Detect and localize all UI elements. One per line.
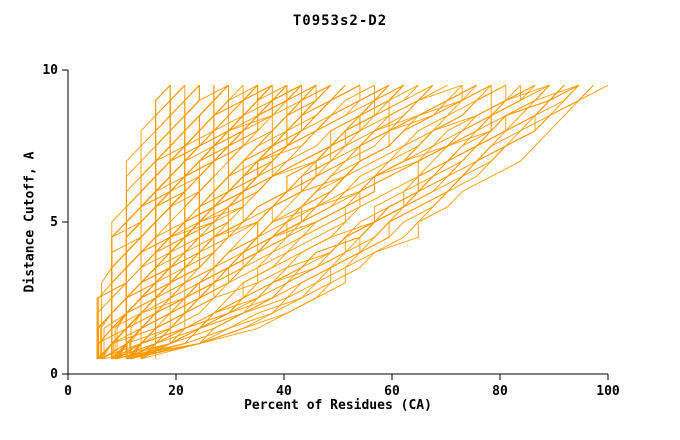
model-curve [97,84,565,360]
model-curve [126,84,507,360]
model-curve [155,84,434,359]
y-axis-label: Distance Cutoff, A [22,151,38,293]
model-curve [130,84,259,359]
model-curve [100,84,302,359]
x-tick-label: 60 [384,384,400,399]
model-curve [103,84,419,359]
model-curve [126,84,565,360]
model-curve [126,84,580,360]
x-tick-label: 20 [168,384,184,399]
x-tick-label: 40 [276,384,292,399]
model-curve [96,84,186,359]
model-curve [125,84,346,359]
model-curve [111,84,332,360]
model-curve [116,84,229,360]
model-curve [116,85,507,360]
y-tick-label: 10 [42,63,58,78]
model-curve [140,84,390,359]
model-curve [125,84,579,359]
model-curve [115,84,200,360]
model-curve [96,85,229,359]
x-axis-label: Percent of Residues (CA) [244,398,432,413]
model-curve [140,85,361,359]
y-tick-label: 0 [50,367,58,382]
model-curve [111,84,419,359]
model-curve [140,84,361,359]
model-curve [131,85,215,360]
model-curve [126,84,580,360]
model-curve [140,84,361,359]
model-curve [126,84,492,360]
model-curve [96,84,229,359]
x-tick-label: 80 [492,384,508,399]
model-curve [98,84,171,359]
model-curve [126,84,536,360]
model-curves [96,84,609,360]
model-curve [126,84,580,360]
model-curve [111,84,477,359]
y-tick-label: 5 [50,215,58,230]
x-tick-label: 100 [596,384,620,399]
chart-title: T0953s2-D2 [292,13,388,29]
model-curve [140,85,492,360]
model-curve [97,84,317,360]
x-tick-label: 0 [64,384,72,399]
model-curve [101,84,186,359]
model-curve [116,84,331,360]
model-curve [125,85,200,359]
model-curve [111,84,565,360]
model-curve [111,84,390,359]
model-curve [96,84,492,360]
model-curve [126,84,580,360]
